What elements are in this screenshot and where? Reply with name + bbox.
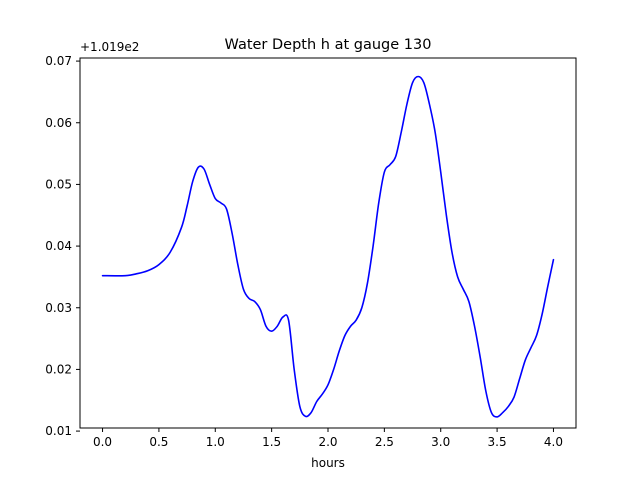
y-axis-ticks: 0.01 0.02 0.03 0.04 0.05 0.06 0.07 xyxy=(45,54,80,438)
x-tick-label: 2.0 xyxy=(318,435,337,449)
y-tick-label: 0.07 xyxy=(45,54,72,68)
x-tick-label: 3.5 xyxy=(488,435,507,449)
x-axis-ticks: 0.0 0.5 1.0 1.5 2.0 2.5 3.0 3.5 4.0 xyxy=(93,428,563,449)
y-tick-label: 0.04 xyxy=(45,239,72,253)
x-tick-label: 0.0 xyxy=(93,435,112,449)
x-axis-label: hours xyxy=(311,456,345,470)
y-offset-label: +1.019e2 xyxy=(80,40,139,54)
y-tick-label: 0.01 xyxy=(45,424,72,438)
x-tick-label: 2.5 xyxy=(375,435,394,449)
series-line xyxy=(101,75,555,418)
chart-title: Water Depth h at gauge 130 xyxy=(225,37,432,53)
x-tick-label: 1.0 xyxy=(206,435,225,449)
y-tick-label: 0.05 xyxy=(45,177,72,191)
y-tick-label: 0.06 xyxy=(45,116,72,130)
y-tick-label: 0.02 xyxy=(45,362,72,376)
x-tick-label: 1.5 xyxy=(262,435,281,449)
y-tick-label: 0.03 xyxy=(45,301,72,315)
x-tick-label: 3.0 xyxy=(431,435,450,449)
series-layer xyxy=(101,75,555,418)
x-tick-label: 4.0 xyxy=(544,435,563,449)
x-tick-label: 0.5 xyxy=(149,435,168,449)
